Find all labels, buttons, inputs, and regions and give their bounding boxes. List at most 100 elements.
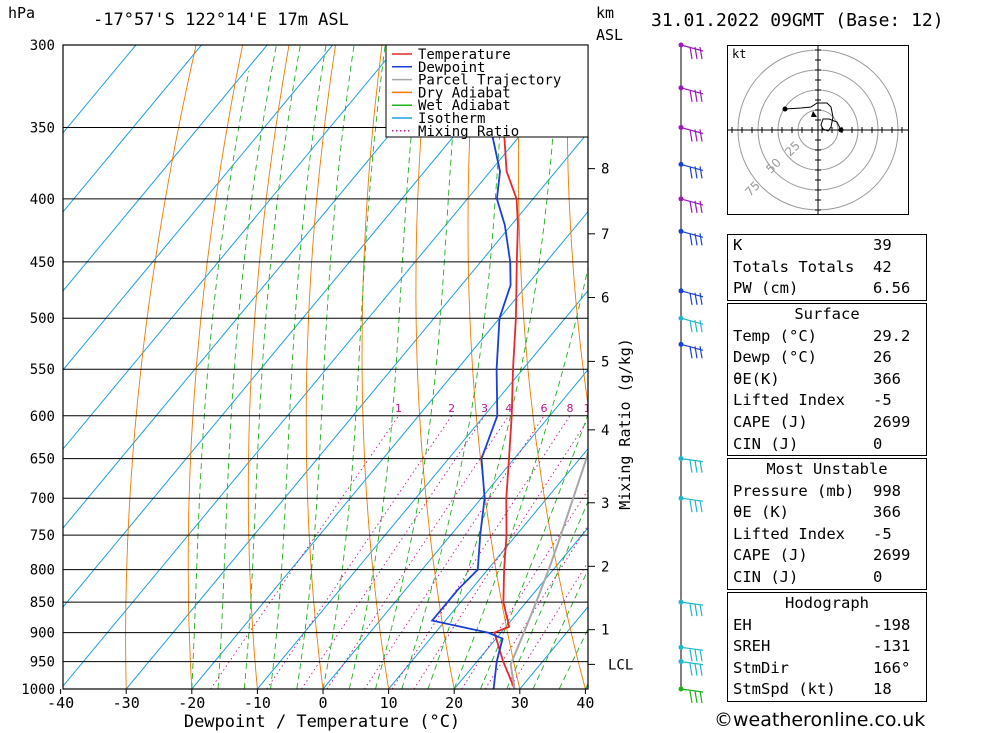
wind-barb xyxy=(680,126,704,142)
surface-row: Temp (°C) 29.2 xyxy=(728,326,926,348)
legend-label: Isotherm xyxy=(418,111,485,127)
isotherm-line xyxy=(63,45,334,371)
wind-barb-dot xyxy=(678,124,684,130)
height-tick-label: 7 xyxy=(601,227,609,243)
surface-value: 2699 xyxy=(873,412,911,431)
hodo-top-point xyxy=(782,106,788,112)
mixing-ratio-line xyxy=(508,561,588,689)
mu-value: 2699 xyxy=(873,546,911,565)
dry-adiabat-line xyxy=(247,45,290,689)
mu-key: CAPE (J) xyxy=(733,546,808,565)
index-value: 42 xyxy=(873,257,892,276)
mixing-ratio-label: 20 xyxy=(651,402,665,415)
isotherm-line xyxy=(191,210,588,689)
x-axis-title: Dewpoint / Temperature (°C) xyxy=(184,712,460,732)
hodo-row: EH -198 xyxy=(728,615,926,637)
hodograph: kt 25 50 75 xyxy=(727,45,909,215)
mixing-ratio-label: 4 xyxy=(505,402,512,415)
surface-value: 26 xyxy=(873,348,892,367)
mu-value: 0 xyxy=(873,567,883,586)
pressure-tick-label: 550 xyxy=(30,362,55,378)
dry-adiabat-line xyxy=(125,45,197,689)
hodo-row: StmDir 166° xyxy=(728,658,926,680)
mixing-ratio-label: 2 xyxy=(448,402,455,415)
isotherm-line xyxy=(125,131,588,689)
mixing-ratio-label: 6 xyxy=(541,402,548,415)
hodo-trace xyxy=(784,102,842,132)
x-tick-label: -30 xyxy=(113,694,140,712)
index-key: PW (cm) xyxy=(733,279,799,298)
wind-barb xyxy=(680,661,704,676)
surface-key: CAPE (J) xyxy=(733,412,808,431)
mu-row: θE (K) 366 xyxy=(728,502,926,524)
surface-row: CIN (J) 0 xyxy=(728,434,926,456)
hodo-value: -198 xyxy=(873,615,911,634)
pressure-tick-label: 350 xyxy=(30,120,55,136)
mixing-ratio-label: 3 xyxy=(481,402,488,415)
wind-barb-dot xyxy=(678,196,684,202)
isotherm-line xyxy=(63,45,530,608)
legend-label: Dewpoint xyxy=(418,60,485,76)
pressure-tick-label: 400 xyxy=(30,192,55,208)
wind-barb xyxy=(680,646,704,662)
surface-row: θE(K) 366 xyxy=(728,369,926,391)
legend-box xyxy=(385,44,589,138)
surface-value: -5 xyxy=(873,391,892,410)
wind-barb xyxy=(680,290,704,305)
surface-value: 29.2 xyxy=(873,326,911,345)
height-tick-label: 8 xyxy=(601,162,609,178)
pressure-tick-label: 300 xyxy=(30,38,55,54)
isotherm-line xyxy=(257,289,588,689)
wet-adiabat-line xyxy=(296,45,355,689)
x-tick-label: 40 xyxy=(576,694,594,712)
dry-adiabat-line xyxy=(566,45,588,408)
index-row-tt: Totals Totals 42 xyxy=(728,257,926,279)
legend-label: Mixing Ratio xyxy=(418,124,519,140)
pressure-tick-label: 600 xyxy=(30,409,55,425)
surface-row: Lifted Index -5 xyxy=(728,390,926,412)
hodo-row: StmSpd (kt) 18 xyxy=(728,679,926,701)
pressure-tick-label: 900 xyxy=(30,626,55,642)
mixing-ratio-line xyxy=(266,415,453,689)
mu-row: Lifted Index -5 xyxy=(728,524,926,546)
dry-adiabat-line xyxy=(305,45,336,689)
surface-row: Dewp (°C) 26 xyxy=(728,347,926,369)
mixing-ratio-line xyxy=(301,415,485,689)
wet-adiabat-line xyxy=(453,265,588,689)
x-tick-label: 30 xyxy=(511,694,529,712)
hodo-key: SREH xyxy=(733,637,771,656)
surface-key: CIN (J) xyxy=(733,434,799,453)
wind-barb-dot xyxy=(678,644,684,650)
mu-value: 366 xyxy=(873,503,901,522)
wind-barb xyxy=(680,198,704,213)
pressure-tick-label: 700 xyxy=(30,491,55,507)
legend-label: Parcel Trajectory xyxy=(418,73,561,89)
credit-link[interactable]: ©weatheronline.co.uk xyxy=(714,709,926,731)
mu-row: Pressure (mb) 998 xyxy=(728,481,926,503)
hodo-row: SREH -131 xyxy=(728,636,926,658)
wind-barb xyxy=(680,230,704,246)
mixing-ratio-line xyxy=(413,418,588,689)
dry-adiabat-line xyxy=(415,45,455,689)
surface-value: 0 xyxy=(873,434,883,453)
hodo-surface-point xyxy=(838,127,844,133)
x-tick-label: 0 xyxy=(318,694,327,712)
wet-adiabat-line xyxy=(348,45,421,689)
mu-key: CIN (J) xyxy=(733,567,799,586)
wind-barb xyxy=(680,163,704,179)
mixing-ratio-label: 1 xyxy=(395,402,402,415)
plot-frame xyxy=(62,44,589,690)
wet-adiabat-line xyxy=(217,45,277,689)
dry-adiabat-line xyxy=(361,45,390,689)
hodo-value: -131 xyxy=(873,637,911,656)
pressure-tick-label: 850 xyxy=(30,595,55,611)
mixing-ratio-axis-title: Mixing Ratio (g/kg) xyxy=(616,338,634,510)
x-tick-label: -10 xyxy=(244,694,271,712)
hodo-key: StmDir xyxy=(733,658,789,677)
pressure-tick-label: 800 xyxy=(30,563,55,579)
pressure-tick-label: 1000 xyxy=(21,682,55,698)
index-value: 6.56 xyxy=(873,279,911,298)
wind-barb xyxy=(680,317,704,333)
wind-barb-dot xyxy=(678,659,684,665)
legend-label: Temperature xyxy=(418,47,511,63)
